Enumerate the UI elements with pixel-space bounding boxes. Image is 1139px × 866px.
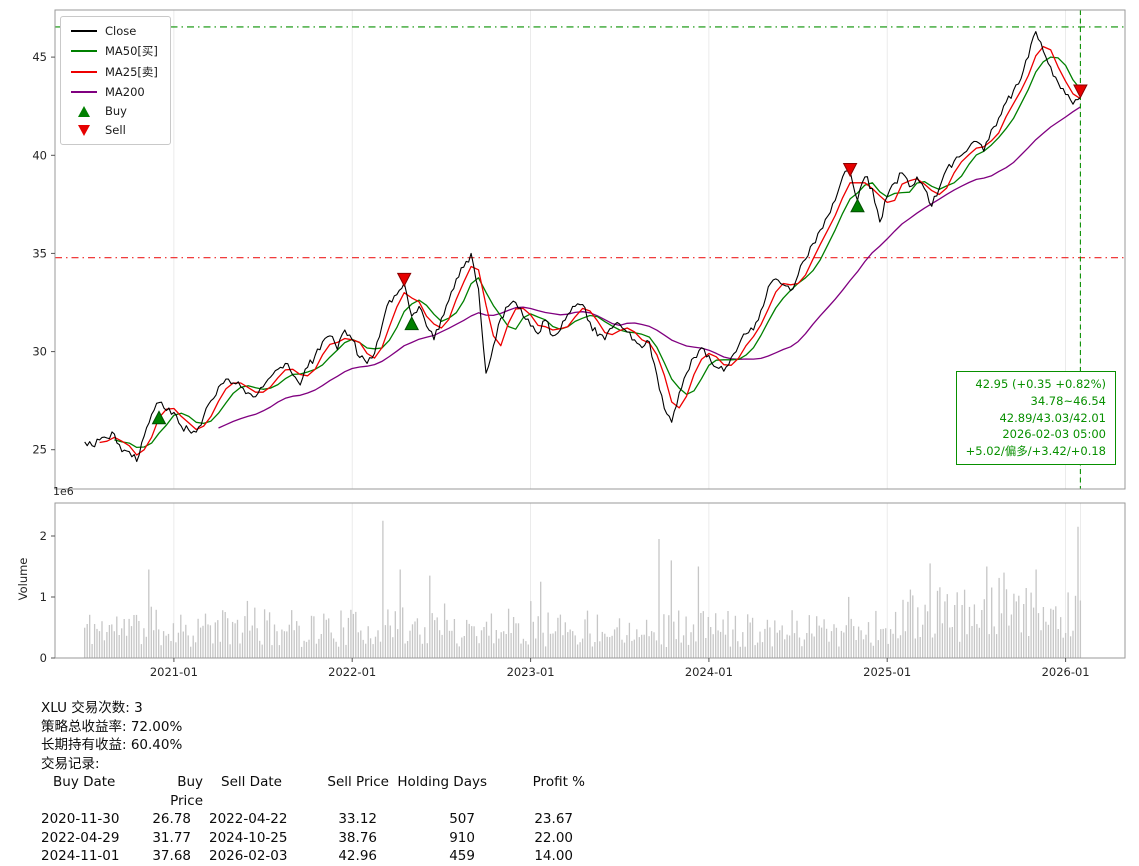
- cell-buy-price: 26.78: [152, 811, 191, 827]
- sell-marker-icon: [71, 124, 97, 136]
- cell-buy-date: 2024-11-01: [41, 848, 120, 864]
- legend-item-sell: Sell: [71, 123, 158, 137]
- legend-line-swatch: [71, 30, 97, 32]
- svg-text:2021-01: 2021-01: [150, 665, 198, 679]
- chart-legend: Close MA50[买] MA25[卖] MA200 Buy Sell: [60, 16, 171, 145]
- legend-line-swatch: [71, 71, 97, 73]
- anno-timestamp: 2026-02-03 05:00: [1002, 427, 1106, 442]
- report-strategy-return: 策略总收益率: 72.00%: [41, 718, 183, 735]
- cell-profit-pct: 14.00: [534, 848, 573, 864]
- cell-holding-days: 910: [449, 829, 475, 846]
- trade-row-3: 2024-11-01 37.68 2026-02-03 42.96 459 14…: [41, 847, 597, 866]
- svg-text:35: 35: [32, 246, 47, 260]
- cell-buy-price: 37.68: [152, 848, 191, 864]
- legend-label: Buy: [105, 104, 127, 118]
- legend-label: Sell: [105, 123, 126, 137]
- legend-item-close: Close: [71, 24, 158, 38]
- legend-line-swatch: [71, 91, 97, 93]
- svg-text:30: 30: [32, 345, 47, 359]
- svg-text:2025-01: 2025-01: [863, 665, 911, 679]
- legend-item-ma200: MA200: [71, 85, 158, 99]
- legend-label: MA25[卖]: [105, 65, 158, 79]
- svg-text:2: 2: [40, 529, 47, 543]
- anno-last-price: 42.95 (+0.35 +0.82%): [975, 377, 1106, 391]
- cell-buy-date: 2022-04-29: [41, 829, 120, 846]
- anno-ma-values: 42.89/43.03/42.01: [999, 410, 1106, 425]
- report-trade-count: XLU 交易次数: 3: [41, 700, 143, 716]
- trade-row-2: 2022-04-29 31.77 2024-10-25 38.76 910 22…: [41, 829, 597, 848]
- quote-annotation-box: 42.95 (+0.35 +0.82%) 34.78~46.54 42.89/4…: [955, 371, 1116, 465]
- svg-text:2022-01: 2022-01: [328, 665, 376, 679]
- cell-sell-price: 42.96: [338, 848, 377, 864]
- cell-holding-days: 459: [449, 848, 475, 864]
- svg-text:45: 45: [32, 50, 47, 64]
- buy-marker-icon: [71, 105, 97, 117]
- cell-holding-days: 507: [449, 811, 475, 827]
- cell-buy-price: 31.77: [152, 829, 191, 846]
- price-volume-chart: 25 30 35 40 45 0 1 2 2021-01 2022-01 2023-01 2024-0…: [16, 9, 1126, 679]
- cell-sell-date: 2022-04-22: [209, 811, 288, 827]
- svg-text:25: 25: [32, 443, 47, 457]
- legend-item-buy: Buy: [71, 104, 158, 118]
- legend-item-ma50-: MA50[买]: [71, 43, 158, 59]
- header-holding-days: Holding Days: [397, 774, 487, 790]
- header-buy-price: Buy Price: [170, 774, 203, 809]
- svg-text:0: 0: [40, 651, 47, 665]
- svg-text:2023-01: 2023-01: [507, 665, 555, 679]
- cell-profit-pct: 23.67: [534, 811, 573, 827]
- header-buy-date: Buy Date: [53, 774, 116, 790]
- legend-label: MA200: [105, 85, 145, 99]
- anno-range: 34.78~46.54: [1030, 393, 1106, 408]
- header-sell-date: Sell Date: [221, 774, 282, 790]
- legend-label: Close: [105, 24, 137, 38]
- svg-text:1: 1: [40, 590, 47, 604]
- report-records-label: 交易记录:: [41, 755, 100, 772]
- svg-text:40: 40: [32, 148, 47, 162]
- chart-canvas: 25 30 35 40 45 0 1 2 2021-01 2022-01 2023-01 2024-0…: [32, 9, 1126, 679]
- trades-header-row: Buy Date Buy Price Sell Date Sell Price …: [41, 773, 597, 810]
- header-profit-pct: Profit %: [532, 774, 585, 790]
- svg-text:2024-01: 2024-01: [685, 665, 733, 679]
- legend-line-swatch: [71, 50, 97, 52]
- strategy-report: XLU 交易次数: 3 策略总收益率: 72.00% 长期持有收益: 60.40…: [41, 699, 597, 866]
- cell-buy-date: 2020-11-30: [41, 811, 120, 827]
- report-buyhold-return: 长期持有收益: 60.40%: [41, 737, 183, 753]
- legend-item-ma25-: MA25[卖]: [71, 64, 158, 80]
- cell-sell-price: 38.76: [338, 829, 377, 846]
- header-sell-price: Sell Price: [327, 774, 389, 790]
- cell-profit-pct: 22.00: [534, 829, 573, 846]
- cell-sell-date: 2026-02-03: [209, 848, 288, 864]
- svg-text:2026-01: 2026-01: [1042, 665, 1090, 679]
- trade-row-1: 2020-11-30 26.78 2022-04-22 33.12 507 23…: [41, 810, 597, 829]
- cell-sell-price: 33.12: [338, 811, 377, 827]
- legend-label: MA50[买]: [105, 44, 158, 58]
- volume-axis-label: Volume: [16, 557, 30, 601]
- cell-sell-date: 2024-10-25: [209, 829, 288, 846]
- volume-scale-label: 1e6: [53, 485, 74, 498]
- anno-signal: +5.02/偏多/+3.42/+0.18: [965, 444, 1106, 459]
